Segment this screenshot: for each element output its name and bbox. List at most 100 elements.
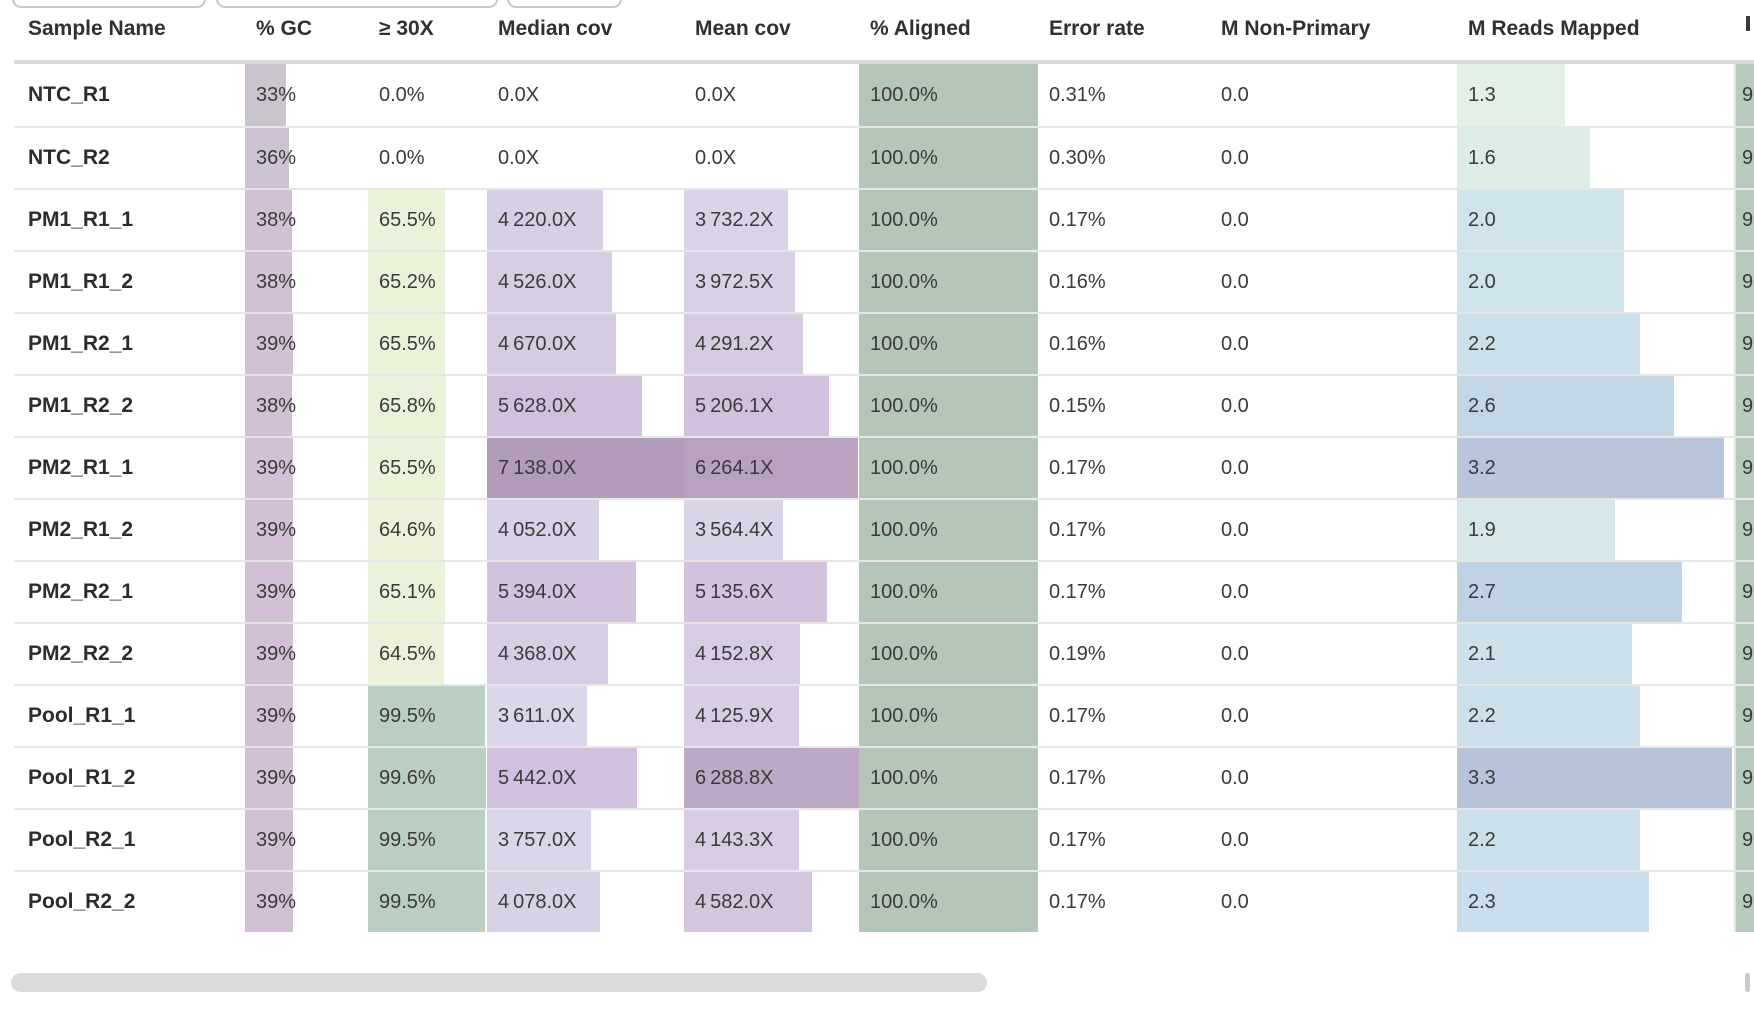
mreads-cell: 1.9 [1457, 500, 1732, 560]
nonprimary-value: 0.0 [1221, 332, 1249, 355]
mean-value: 5 206.1X [695, 394, 774, 417]
sample-name[interactable]: NTC_R1 [28, 83, 110, 106]
sample-name[interactable]: PM1_R2_1 [28, 332, 134, 355]
thirty-data-bar [368, 686, 486, 746]
sample-name[interactable]: PM2_R1_2 [28, 518, 134, 541]
sample-name[interactable]: PM2_R2_2 [28, 642, 134, 665]
error-value: 0.16% [1049, 332, 1106, 355]
clipped-column-header-mark [1746, 16, 1750, 31]
sample-name[interactable]: Pool_R1_2 [28, 766, 136, 789]
horizontal-scrollbar-thumb[interactable] [11, 973, 987, 992]
aligned-data-bar [859, 624, 1038, 684]
mreads-cell: 2.1 [1457, 624, 1732, 684]
mean-value: 6 264.1X [695, 456, 774, 479]
column-header-sample[interactable]: Sample Name [28, 17, 166, 40]
median-cell: 0.0X [487, 64, 684, 126]
median-cell: 4 526.0X [487, 252, 684, 312]
aligned-value: 100.0% [870, 83, 938, 106]
median-data-bar [487, 872, 600, 932]
clip-cell: 9 [1734, 314, 1754, 374]
aligned-value: 100.0% [870, 890, 938, 913]
error-cell: 0.17% [1038, 748, 1210, 808]
sample-name[interactable]: PM1_R1_1 [28, 208, 134, 231]
thirty-data-bar [368, 562, 445, 622]
aligned-data-bar [859, 686, 1038, 746]
aligned-cell: 100.0% [859, 810, 1038, 870]
gc-data-bar [245, 128, 290, 188]
scrollbar-fragment[interactable] [1745, 973, 1750, 992]
mean-value: 0.0X [695, 146, 737, 169]
aligned-value: 100.0% [870, 518, 938, 541]
median-data-bar [487, 376, 643, 436]
median-data-bar [487, 810, 591, 870]
gc-value: 39% [256, 642, 297, 665]
median-cell: 4 670.0X [487, 314, 684, 374]
aligned-value: 100.0% [870, 270, 938, 293]
median-cell: 4 052.0X [487, 500, 684, 560]
mreads-value: 2.3 [1468, 890, 1496, 913]
mreads-value: 2.0 [1468, 270, 1496, 293]
sample-name[interactable]: Pool_R2_1 [28, 828, 136, 851]
table-row: PM1_R1_1 38% 65.5% 4 220.0X 3 732.2X 100.0% 0.… [14, 188, 1754, 250]
clip-value: 9 [1742, 518, 1754, 541]
thirty-cell: 99.6% [368, 748, 486, 808]
mreads-cell: 2.2 [1457, 314, 1732, 374]
nonprimary-cell: 0.0 [1210, 376, 1457, 436]
thirty-value: 99.5% [379, 890, 436, 913]
gc-value: 39% [256, 518, 297, 541]
median-data-bar [487, 562, 636, 622]
clip-data-bar [1736, 500, 1754, 560]
table-row: PM1_R1_2 38% 65.2% 4 526.0X 3 972.5X 100.0% 0.… [14, 250, 1754, 312]
sample-name[interactable]: Pool_R2_2 [28, 890, 136, 913]
column-header-aligned[interactable]: % Aligned [870, 17, 971, 40]
median-value: 3 757.0X [498, 828, 577, 851]
mean-cell: 0.0X [684, 128, 859, 188]
aligned-cell: 100.0% [859, 748, 1038, 808]
mreads-value: 2.0 [1468, 208, 1496, 231]
column-header-gc[interactable]: % GC [256, 17, 313, 40]
sample-name[interactable]: Pool_R1_1 [28, 704, 136, 727]
gc-cell: 38% [245, 190, 368, 250]
error-value: 0.17% [1049, 828, 1106, 851]
aligned-data-bar [859, 438, 1038, 498]
sample-name[interactable]: PM2_R2_1 [28, 580, 134, 603]
gc-data-bar [245, 314, 293, 374]
median-value: 0.0X [498, 83, 540, 106]
mreads-cell: 3.2 [1457, 438, 1732, 498]
clip-data-bar [1736, 624, 1754, 684]
median-value: 4 220.0X [498, 208, 577, 231]
mreads-data-bar [1457, 500, 1616, 560]
mean-cell: 3 732.2X [684, 190, 859, 250]
aligned-cell: 100.0% [859, 624, 1038, 684]
clip-value: 9 [1742, 394, 1754, 417]
column-header-nonprimary[interactable]: M Non-Primary [1221, 17, 1371, 40]
mean-value: 3 732.2X [695, 208, 774, 231]
median-value: 4 670.0X [498, 332, 577, 355]
mean-cell: 4 125.9X [684, 686, 859, 746]
aligned-value: 100.0% [870, 766, 938, 789]
sample-name[interactable]: PM2_R1_1 [28, 456, 134, 479]
mean-data-bar [684, 624, 800, 684]
column-header-mean[interactable]: Mean cov [695, 17, 791, 40]
mean-data-bar [684, 314, 804, 374]
aligned-value: 100.0% [870, 642, 938, 665]
nonprimary-cell: 0.0 [1210, 314, 1457, 374]
table-row: PM2_R1_1 39% 65.5% 7 138.0X 6 264.1X 100.0% 0.… [14, 436, 1754, 498]
thirty-value: 99.5% [379, 828, 436, 851]
clip-data-bar [1736, 128, 1754, 188]
nonprimary-cell: 0.0 [1210, 500, 1457, 560]
sample-name[interactable]: PM1_R2_2 [28, 394, 134, 417]
column-header-mreads[interactable]: M Reads Mapped [1468, 17, 1640, 40]
gc-data-bar [245, 810, 293, 870]
sample-name[interactable]: PM1_R1_2 [28, 270, 134, 293]
aligned-value: 100.0% [870, 394, 938, 417]
mean-value: 3 564.4X [695, 518, 774, 541]
gc-data-bar [245, 686, 293, 746]
sample-name[interactable]: NTC_R2 [28, 146, 110, 169]
clip-data-bar [1736, 376, 1754, 436]
column-header-error[interactable]: Error rate [1049, 17, 1145, 40]
column-header-thirty[interactable]: ≥ 30X [379, 17, 434, 40]
column-header-median[interactable]: Median cov [498, 17, 613, 40]
sample-cell: NTC_R1 [14, 64, 245, 126]
